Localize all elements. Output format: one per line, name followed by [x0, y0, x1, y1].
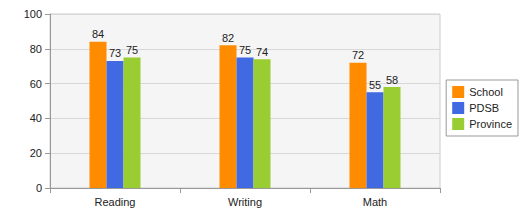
svg-text:100: 100	[24, 8, 42, 20]
svg-text:73: 73	[109, 47, 121, 59]
svg-text:84: 84	[92, 28, 104, 40]
svg-text:0: 0	[36, 182, 42, 194]
svg-text:60: 60	[30, 78, 42, 90]
svg-text:58: 58	[386, 74, 398, 86]
svg-text:Reading: Reading	[95, 196, 136, 208]
svg-text:School: School	[469, 86, 503, 98]
svg-text:82: 82	[222, 32, 234, 44]
svg-text:72: 72	[352, 49, 364, 61]
svg-text:74: 74	[256, 46, 268, 58]
svg-text:Writing: Writing	[228, 196, 262, 208]
svg-text:75: 75	[126, 44, 138, 56]
svg-text:Province: Province	[469, 118, 512, 130]
svg-text:55: 55	[369, 79, 381, 91]
svg-text:75: 75	[239, 44, 251, 56]
svg-text:Math: Math	[363, 196, 387, 208]
svg-text:80: 80	[30, 43, 42, 55]
svg-text:20: 20	[30, 147, 42, 159]
svg-text:PDSB: PDSB	[469, 102, 499, 114]
svg-text:40: 40	[30, 112, 42, 124]
